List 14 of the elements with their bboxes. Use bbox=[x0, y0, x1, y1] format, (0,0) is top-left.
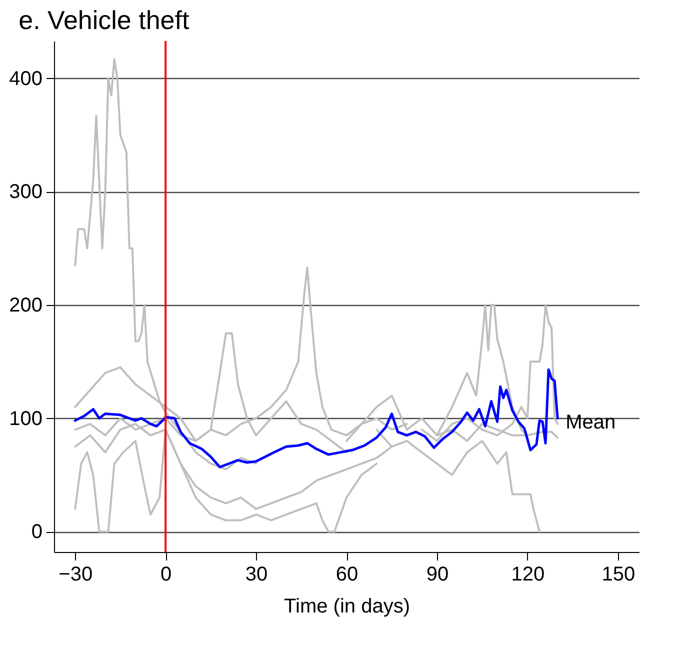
x-tick-label: 60 bbox=[336, 564, 358, 586]
x-tick-label: 150 bbox=[602, 564, 636, 586]
y-tick-label: 200 bbox=[9, 294, 42, 316]
x-tick-label: 90 bbox=[426, 564, 449, 586]
y-tick-label: 0 bbox=[31, 521, 42, 544]
x-axis-title: Time (in days) bbox=[284, 596, 410, 618]
x-tick-label: 120 bbox=[511, 564, 545, 586]
x-tick-label: 0 bbox=[160, 564, 172, 586]
y-tick-label: 400 bbox=[9, 68, 42, 90]
x-tick-label: 30 bbox=[245, 564, 268, 586]
x-tick-label: −30 bbox=[58, 564, 93, 586]
y-tick-label: 300 bbox=[9, 181, 42, 204]
y-tick-label: 100 bbox=[9, 408, 42, 430]
chart-title: e. Vehicle theft bbox=[18, 5, 190, 35]
